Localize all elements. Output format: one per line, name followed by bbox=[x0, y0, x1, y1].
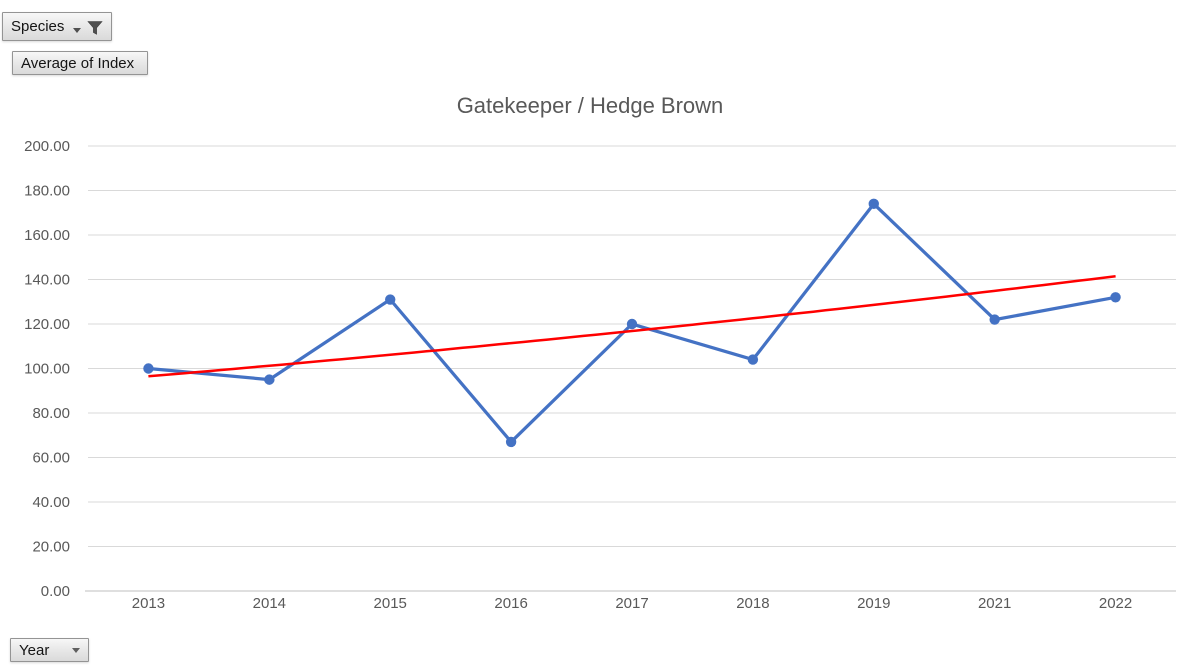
svg-text:120.00: 120.00 bbox=[24, 316, 70, 333]
svg-text:160.00: 160.00 bbox=[24, 227, 70, 244]
svg-text:2021: 2021 bbox=[978, 595, 1011, 612]
svg-text:2013: 2013 bbox=[132, 595, 165, 612]
dropdown-arrow-icon bbox=[72, 647, 80, 653]
svg-text:2022: 2022 bbox=[1099, 595, 1132, 612]
field-button-year[interactable]: Year bbox=[10, 638, 89, 662]
field-button-values-label: Average of Index bbox=[21, 54, 135, 72]
svg-text:80.00: 80.00 bbox=[32, 405, 70, 422]
dropdown-arrow-icon bbox=[73, 28, 81, 33]
svg-text:2019: 2019 bbox=[857, 595, 890, 612]
filter-funnel-icon bbox=[87, 20, 103, 35]
svg-text:2014: 2014 bbox=[253, 595, 286, 612]
svg-text:180.00: 180.00 bbox=[24, 183, 70, 200]
svg-text:2016: 2016 bbox=[494, 595, 527, 612]
svg-text:200.00: 200.00 bbox=[24, 138, 70, 155]
field-button-species-label: Species bbox=[11, 18, 65, 35]
svg-text:2017: 2017 bbox=[615, 595, 648, 612]
chart-title: Gatekeeper / Hedge Brown bbox=[456, 93, 724, 118]
line-plot: 0.00 20.00 40.00 60.00 80.00 100.00 120.00 140.… bbox=[24, 138, 1176, 612]
svg-text:2015: 2015 bbox=[374, 595, 407, 612]
svg-text:20.00: 20.00 bbox=[32, 539, 70, 556]
svg-text:0.00: 0.00 bbox=[41, 583, 70, 600]
svg-text:100.00: 100.00 bbox=[24, 361, 70, 378]
field-button-year-label: Year bbox=[19, 641, 50, 659]
field-button-average-of-index[interactable]: Average of Index bbox=[12, 51, 148, 75]
svg-text:60.00: 60.00 bbox=[32, 450, 70, 467]
svg-text:2018: 2018 bbox=[736, 595, 769, 612]
svg-text:40.00: 40.00 bbox=[32, 494, 70, 511]
field-button-species[interactable]: Species bbox=[2, 12, 112, 41]
svg-text:140.00: 140.00 bbox=[24, 272, 70, 289]
